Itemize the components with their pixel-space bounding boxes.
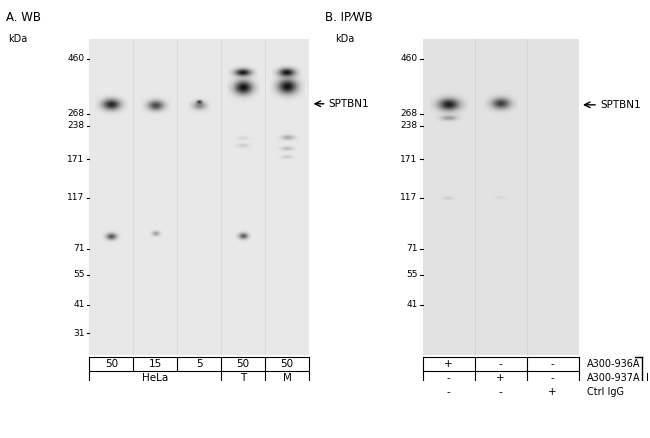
Text: 50: 50 (281, 359, 294, 369)
Text: M: M (283, 373, 292, 383)
Text: IP: IP (645, 373, 650, 383)
Text: 460: 460 (68, 54, 84, 63)
Text: HeLa: HeLa (142, 373, 168, 383)
Text: 268: 268 (68, 109, 84, 118)
Text: 41: 41 (73, 300, 84, 309)
Text: 50: 50 (237, 359, 250, 369)
Text: +: + (548, 387, 557, 397)
Text: kDa: kDa (335, 34, 354, 44)
Text: A300-936A: A300-936A (586, 359, 640, 369)
Text: 71: 71 (73, 244, 84, 253)
Text: -: - (499, 387, 502, 397)
Text: 117: 117 (68, 194, 84, 202)
Text: +: + (444, 359, 453, 369)
Text: 171: 171 (400, 155, 417, 164)
Text: -: - (447, 387, 450, 397)
Text: 5: 5 (196, 359, 203, 369)
Text: 268: 268 (400, 109, 417, 118)
Text: 55: 55 (406, 270, 417, 279)
Text: -: - (499, 359, 502, 369)
Text: 238: 238 (68, 121, 84, 130)
Text: kDa: kDa (8, 34, 27, 44)
Text: 460: 460 (400, 54, 417, 63)
Text: T: T (240, 373, 246, 383)
Text: B. IP⁄WB: B. IP⁄WB (325, 11, 372, 24)
Text: 71: 71 (406, 244, 417, 253)
Text: SPTBN1: SPTBN1 (329, 99, 369, 109)
Text: -: - (447, 373, 450, 383)
Text: 31: 31 (73, 328, 84, 338)
Text: -: - (551, 359, 554, 369)
Text: +: + (496, 373, 505, 383)
Text: 55: 55 (73, 270, 84, 279)
Text: 41: 41 (406, 300, 417, 309)
Bar (89, 39, 309, 355)
Text: Ctrl IgG: Ctrl IgG (586, 387, 623, 397)
Bar (422, 39, 578, 355)
Text: 238: 238 (400, 121, 417, 130)
Text: A300-937A: A300-937A (586, 373, 640, 383)
Text: 50: 50 (105, 359, 118, 369)
Text: 15: 15 (149, 359, 162, 369)
Text: -: - (551, 373, 554, 383)
Text: A. WB: A. WB (6, 11, 42, 24)
Text: 117: 117 (400, 194, 417, 202)
Text: 171: 171 (68, 155, 84, 164)
Text: SPTBN1: SPTBN1 (601, 100, 641, 110)
